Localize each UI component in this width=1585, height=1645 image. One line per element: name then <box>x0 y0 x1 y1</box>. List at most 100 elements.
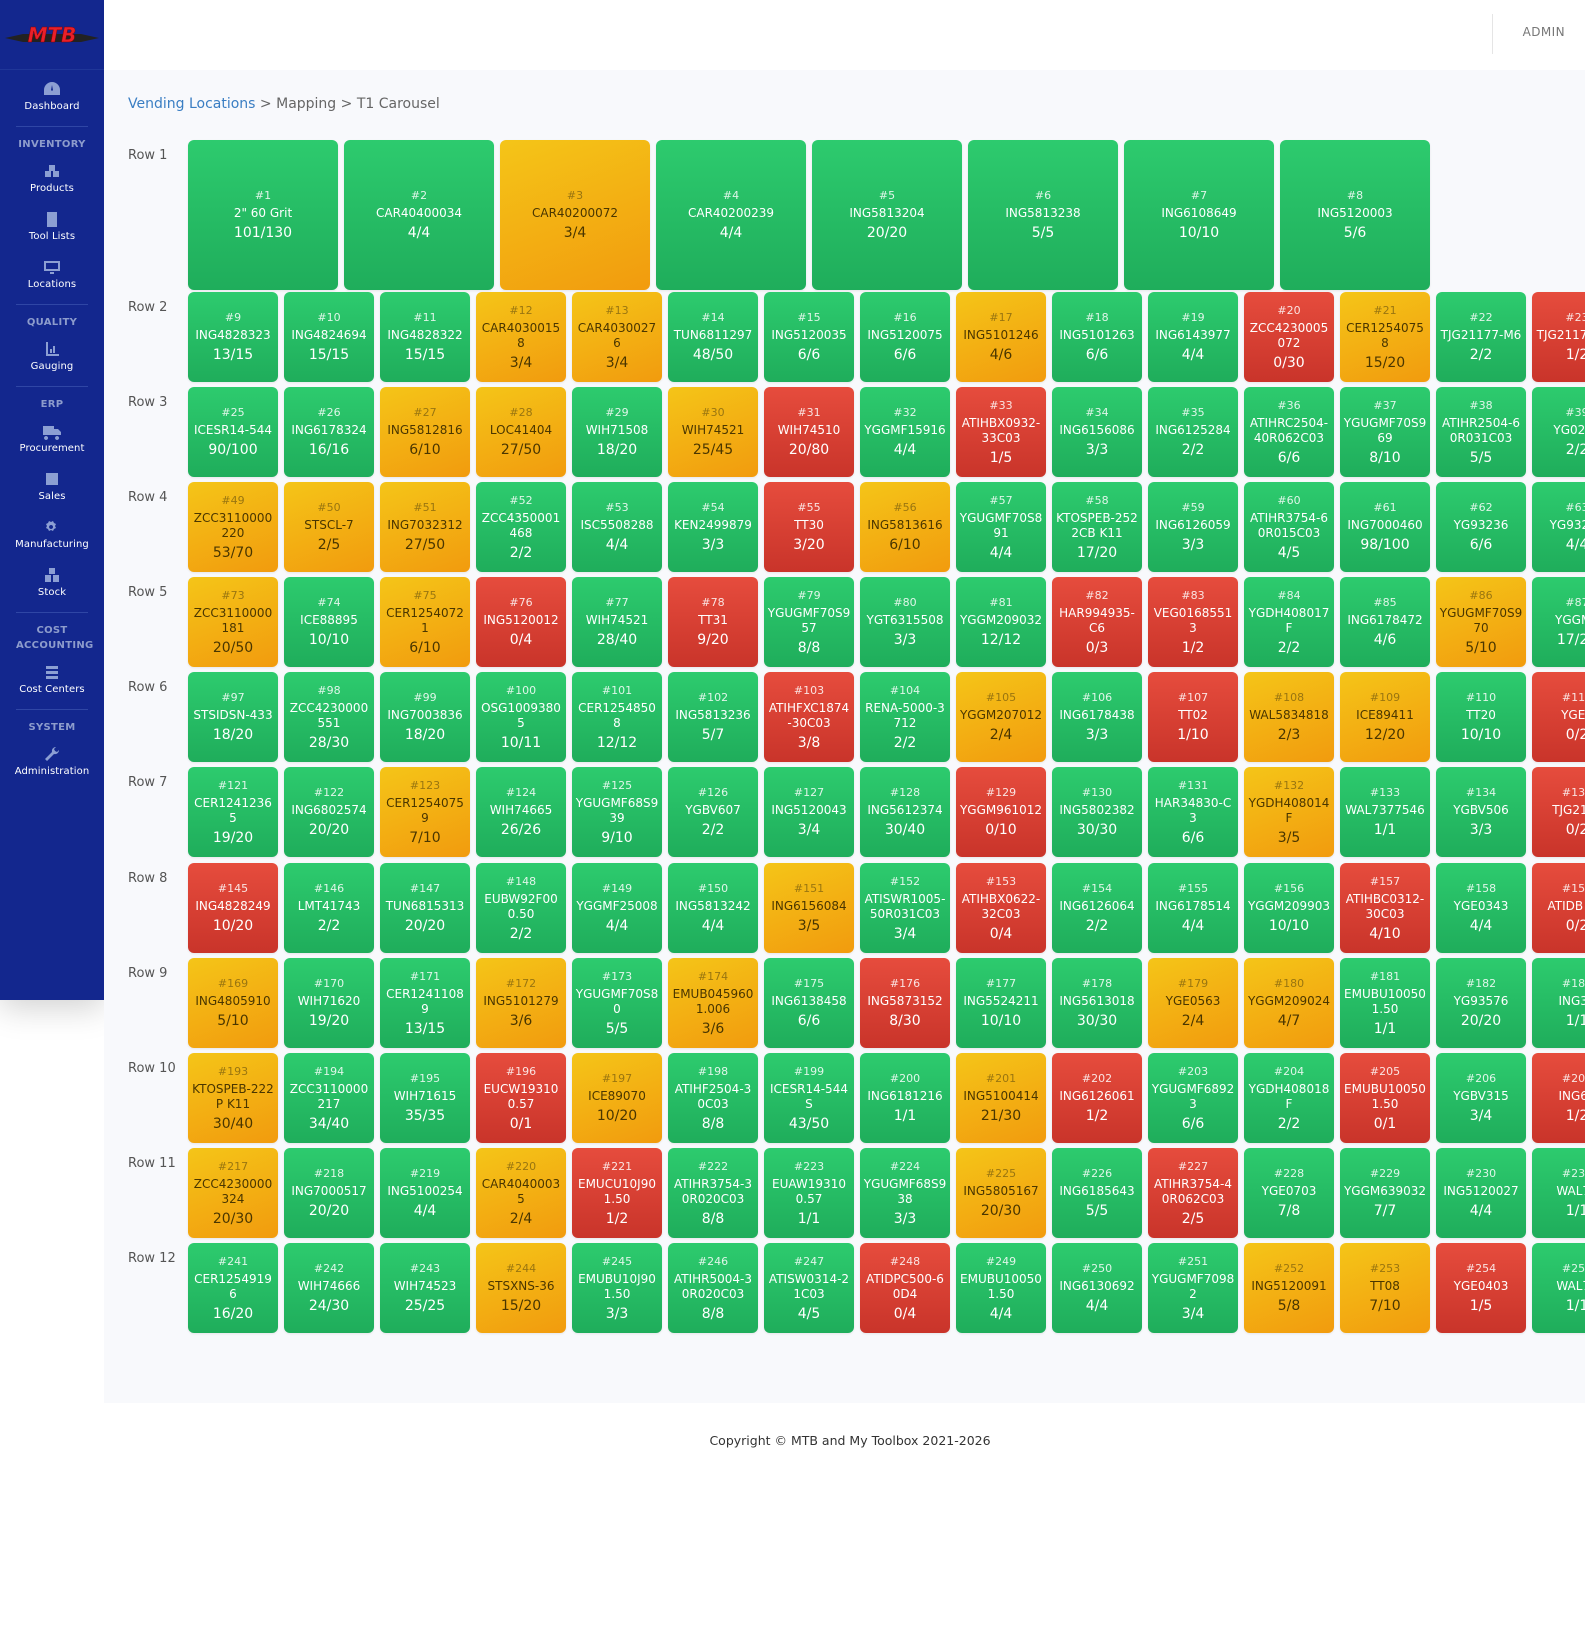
slot-cell[interactable]: #148 EUBW92F000.50 2/2 <box>476 863 566 953</box>
slot-cell[interactable]: #124 WIH74665 26/26 <box>476 767 566 857</box>
slot-cell[interactable]: #220 CAR40400035 2/4 <box>476 1148 566 1238</box>
slot-cell[interactable]: #15 ING5120035 6/6 <box>764 292 854 382</box>
slot-cell[interactable]: #6 ING5813238 5/5 <box>968 140 1118 290</box>
slot-cell[interactable]: #242 WIH74666 24/30 <box>284 1243 374 1333</box>
slot-cell[interactable]: #248 ATIDPC500-60D4 0/4 <box>860 1243 950 1333</box>
slot-cell[interactable]: #104 RENA-5000-3712 2/2 <box>860 672 950 762</box>
slot-cell[interactable]: #146 LMT41743 2/2 <box>284 863 374 953</box>
slot-cell[interactable]: #199 ICESR14-544S 43/50 <box>764 1053 854 1143</box>
slot-cell[interactable]: #12 CAR40300158 3/4 <box>476 292 566 382</box>
slot-cell[interactable]: #21 CER12540758 15/20 <box>1340 292 1430 382</box>
slot-cell[interactable]: #230 ING5120027 4/4 <box>1436 1148 1526 1238</box>
slot-cell[interactable]: #11 ING4828322 15/15 <box>380 292 470 382</box>
slot-cell[interactable]: #201 ING5100414 21/30 <box>956 1053 1046 1143</box>
slot-cell[interactable]: #134 YGBV506 3/3 <box>1436 767 1526 857</box>
slot-cell[interactable]: #85 ING6178472 4/6 <box>1340 577 1430 667</box>
slot-cell[interactable]: #174 EMUB0459601.006 3/6 <box>668 958 758 1048</box>
slot-cell[interactable]: #147 TUN6815313 20/20 <box>380 863 470 953</box>
slot-cell[interactable]: #158 YGE0343 4/4 <box>1436 863 1526 953</box>
slot-cell[interactable]: #145 ING4828249 10/20 <box>188 863 278 953</box>
sidebar-item-tool-lists[interactable]: Tool Lists <box>0 200 104 248</box>
slot-cell[interactable]: #178 ING5613018 30/30 <box>1052 958 1142 1048</box>
slot-cell[interactable]: #132 YGDH408014F 3/5 <box>1244 767 1334 857</box>
slot-cell[interactable]: #223 EUAW193100.57 1/1 <box>764 1148 854 1238</box>
slot-cell[interactable]: #173 YGUGMF70S80 5/5 <box>572 958 662 1048</box>
sidebar-item-cost-centers[interactable]: Cost Centers <box>0 653 104 701</box>
slot-cell[interactable]: #56 ING5813616 6/10 <box>860 482 950 572</box>
sidebar-item-products[interactable]: Products <box>0 152 104 200</box>
slot-cell[interactable]: #97 STSIDSN-433 18/20 <box>188 672 278 762</box>
slot-cell[interactable]: #52 ZCC4350001468 2/2 <box>476 482 566 572</box>
slot-cell[interactable]: #171 CER12411089 13/15 <box>380 958 470 1048</box>
slot-cell[interactable]: #219 ING5100254 4/4 <box>380 1148 470 1238</box>
slot-cell[interactable]: #103 ATIHFXC1874-30C03 3/8 <box>764 672 854 762</box>
slot-cell[interactable]: #107 TT02 1/10 <box>1148 672 1238 762</box>
slot-cell[interactable]: #180 YGGM209024 4/7 <box>1244 958 1334 1048</box>
slot-cell[interactable]: #4 CAR40200239 4/4 <box>656 140 806 290</box>
slot-cell[interactable]: #198 ATIHF2504-30C03 8/8 <box>668 1053 758 1143</box>
slot-cell[interactable]: #251 YGUGMF70982 3/4 <box>1148 1243 1238 1333</box>
slot-cell[interactable]: #225 ING5805167 20/30 <box>956 1148 1046 1238</box>
slot-cell[interactable]: #57 YGUGMF70S891 4/4 <box>956 482 1046 572</box>
slot-cell[interactable]: #26 ING6178324 16/16 <box>284 387 374 477</box>
slot-cell[interactable]: #203 YGUGMF68923 6/6 <box>1148 1053 1238 1143</box>
slot-cell[interactable]: #54 KEN2499879 3/3 <box>668 482 758 572</box>
slot-cell[interactable]: #23 TJG21177-M8 1/2 <box>1532 292 1585 382</box>
slot-cell[interactable]: #35 ING6125284 2/2 <box>1148 387 1238 477</box>
slot-cell[interactable]: #127 ING5120043 3/4 <box>764 767 854 857</box>
slot-cell[interactable]: #84 YGDH408017F 2/2 <box>1244 577 1334 667</box>
sidebar-item-gauging[interactable]: Gauging <box>0 330 104 378</box>
slot-cell[interactable]: #53 ISC5508288 4/4 <box>572 482 662 572</box>
slot-cell[interactable]: #135 TJG21 M 0/2 <box>1532 767 1585 857</box>
slot-cell[interactable]: #25 ICESR14-544 90/100 <box>188 387 278 477</box>
slot-cell[interactable]: #63 YG93237 4/4 <box>1532 482 1585 572</box>
slot-cell[interactable]: #8 ING5120003 5/6 <box>1280 140 1430 290</box>
slot-cell[interactable]: #222 ATIHR3754-30R020C03 8/8 <box>668 1148 758 1238</box>
slot-cell[interactable]: #5 ING5813204 20/20 <box>812 140 962 290</box>
slot-cell[interactable]: #82 HAR994935-C6 0/3 <box>1052 577 1142 667</box>
slot-cell[interactable]: #252 ING5120091 5/8 <box>1244 1243 1334 1333</box>
slot-cell[interactable]: #98 ZCC4230000551 28/30 <box>284 672 374 762</box>
slot-cell[interactable]: #38 ATIHR2504-60R031C03 5/5 <box>1436 387 1526 477</box>
slot-cell[interactable]: #62 YG93236 6/6 <box>1436 482 1526 572</box>
slot-cell[interactable]: #231 WAL73 1/1 <box>1532 1148 1585 1238</box>
slot-cell[interactable]: #170 WIH71620 19/20 <box>284 958 374 1048</box>
slot-cell[interactable]: #79 YGUGMF70S957 8/8 <box>764 577 854 667</box>
slot-cell[interactable]: #228 YGE0703 7/8 <box>1244 1148 1334 1238</box>
slot-cell[interactable]: #10 ING4824694 15/15 <box>284 292 374 382</box>
slot-cell[interactable]: #169 ING4805910 5/10 <box>188 958 278 1048</box>
slot-cell[interactable]: #200 ING6181216 1/1 <box>860 1053 950 1143</box>
slot-cell[interactable]: #31 WIH74510 20/80 <box>764 387 854 477</box>
slot-cell[interactable]: #244 STSXNS-36 15/20 <box>476 1243 566 1333</box>
sidebar-item-stock[interactable]: Stock <box>0 556 104 604</box>
slot-cell[interactable]: #100 OSG10093805 10/11 <box>476 672 566 762</box>
slot-cell[interactable]: #156 YGGM209903 10/10 <box>1244 863 1334 953</box>
slot-cell[interactable]: #182 YG93576 20/20 <box>1436 958 1526 1048</box>
slot-cell[interactable]: #204 YGDH408018F 2/2 <box>1244 1053 1334 1143</box>
slot-cell[interactable]: #36 ATIHRC2504-40R062C03 6/6 <box>1244 387 1334 477</box>
slot-cell[interactable]: #110 TT20 10/10 <box>1436 672 1526 762</box>
slot-cell[interactable]: #77 WIH74521 28/40 <box>572 577 662 667</box>
slot-cell[interactable]: #101 CER12548508 12/12 <box>572 672 662 762</box>
slot-cell[interactable]: #81 YGGM209032 12/12 <box>956 577 1046 667</box>
slot-cell[interactable]: #9 ING4828323 13/15 <box>188 292 278 382</box>
slot-cell[interactable]: #51 ING7032312 27/50 <box>380 482 470 572</box>
slot-cell[interactable]: #55 TT30 3/20 <box>764 482 854 572</box>
slot-cell[interactable]: #83 VEG01685513 1/2 <box>1148 577 1238 667</box>
slot-cell[interactable]: #159 ATIDB 4-6 0/2 <box>1532 863 1585 953</box>
slot-cell[interactable]: #20 ZCC4230005072 0/30 <box>1244 292 1334 382</box>
slot-cell[interactable]: #126 YGBV607 2/2 <box>668 767 758 857</box>
slot-cell[interactable]: #172 ING5101279 3/6 <box>476 958 566 1048</box>
slot-cell[interactable]: #179 YGE0563 2/4 <box>1148 958 1238 1048</box>
slot-cell[interactable]: #111 YGE0 0/2 <box>1532 672 1585 762</box>
slot-cell[interactable]: #32 YGGMF15916 4/4 <box>860 387 950 477</box>
slot-cell[interactable]: #152 ATISWR1005-50R031C03 3/4 <box>860 863 950 953</box>
slot-cell[interactable]: #151 ING6156084 3/5 <box>764 863 854 953</box>
slot-cell[interactable]: #128 ING5612374 30/40 <box>860 767 950 857</box>
breadcrumb-link-vending-locations[interactable]: Vending Locations <box>128 96 256 112</box>
slot-cell[interactable]: #255 WAL73 1/1 <box>1532 1243 1585 1333</box>
slot-cell[interactable]: #3 CAR40200072 3/4 <box>500 140 650 290</box>
slot-cell[interactable]: #121 CER12412365 19/20 <box>188 767 278 857</box>
slot-cell[interactable]: #37 YGUGMF70S969 8/10 <box>1340 387 1430 477</box>
slot-cell[interactable]: #250 ING6130692 4/4 <box>1052 1243 1142 1333</box>
